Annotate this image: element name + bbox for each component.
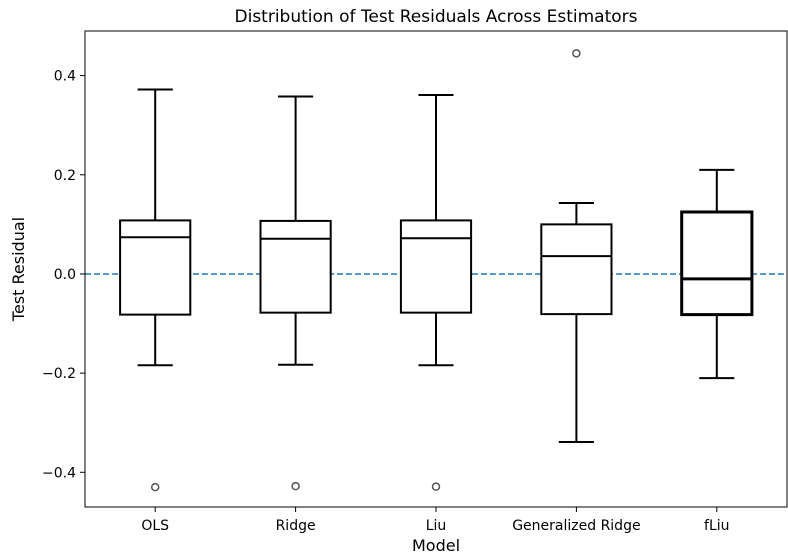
- y-axis-label: Test Residual: [9, 217, 28, 322]
- x-axis-ticks: OLS Ridge Liu Generalized Ridge fLiu: [141, 507, 730, 534]
- iqr-box: [259, 219, 332, 314]
- y-tick-label: 0.4: [54, 69, 76, 85]
- box-group: [540, 49, 613, 444]
- y-tick-label: 0.0: [54, 267, 76, 283]
- outlier-point: [150, 482, 160, 492]
- y-tick-label: −0.2: [42, 366, 76, 382]
- x-tick-label: Generalized Ridge: [512, 518, 640, 534]
- outlier-point: [291, 481, 300, 491]
- plot-area: [85, 49, 787, 492]
- x-axis-label: Model: [412, 536, 460, 555]
- iqr-box: [540, 223, 613, 316]
- iqr-box: [399, 219, 473, 314]
- y-tick-label: −0.4: [42, 465, 76, 481]
- x-tick-label: OLS: [141, 518, 169, 534]
- box-group: [259, 95, 332, 491]
- plot-frame: [84, 30, 788, 508]
- y-tick-label: 0.2: [54, 168, 76, 184]
- box-group: [119, 88, 192, 492]
- box-group: [680, 168, 754, 380]
- outlier-point: [572, 49, 581, 58]
- x-tick-label: fLiu: [704, 518, 730, 534]
- chart-title: Distribution of Test Residuals Across Es…: [235, 7, 638, 27]
- outlier-point: [431, 482, 441, 491]
- x-tick-label: Liu: [426, 518, 447, 534]
- y-axis-ticks: −0.4 −0.2 0.0 0.2 0.4: [42, 69, 85, 481]
- box-group: [399, 93, 473, 491]
- iqr-box: [680, 210, 754, 317]
- iqr-box: [119, 219, 192, 316]
- x-tick-label: Ridge: [276, 518, 316, 534]
